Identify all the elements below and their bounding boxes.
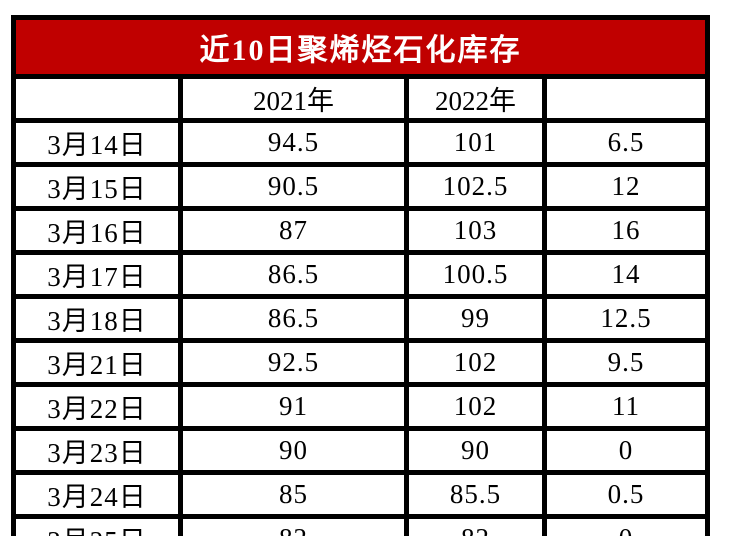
diff-cell: 6.5 — [542, 118, 710, 167]
value-2021-cell: 82 — [178, 514, 409, 536]
header-2021: 2021年 — [178, 74, 409, 123]
diff-cell: 12.5 — [542, 294, 710, 343]
diff-cell: 0 — [542, 514, 710, 536]
value-2021-cell: 90.5 — [178, 162, 409, 211]
table-row: 3月24日 85 85.5 0.5 — [11, 470, 710, 519]
value-2022-cell: 102 — [404, 382, 547, 431]
table-title: 近10日聚烯烃石化库存 — [11, 15, 710, 79]
diff-cell: 16 — [542, 206, 710, 255]
value-2021-cell: 91 — [178, 382, 409, 431]
table-body: 3月14日 94.5 101 6.5 3月15日 90.5 102.5 12 3月16日 87 10… — [11, 118, 710, 536]
date-cell: 3月25日 — [11, 514, 183, 536]
value-2022-cell: 85.5 — [404, 470, 547, 519]
table-row: 3月23日 90 90 0 — [11, 426, 710, 475]
diff-cell: 0.5 — [542, 470, 710, 519]
table-row: 3月25日82820 — [11, 514, 710, 536]
value-2022-cell: 102.5 — [404, 162, 547, 211]
inventory-table: 近10日聚烯烃石化库存 2021年 2022年 3月14日 94.5 101 6.5 3… — [11, 15, 710, 536]
date-cell: 3月18日 — [11, 294, 183, 343]
date-cell: 3月22日 — [11, 382, 183, 431]
value-2022-cell: 101 — [404, 118, 547, 167]
value-2021-cell: 87 — [178, 206, 409, 255]
table-row: 3月15日 90.5 102.5 12 — [11, 162, 710, 211]
table-row: 3月18日 86.5 99 12.5 — [11, 294, 710, 343]
date-cell: 3月23日 — [11, 426, 183, 475]
date-cell: 3月16日 — [11, 206, 183, 255]
value-2021-cell: 85 — [178, 470, 409, 519]
value-2022-cell: 102 — [404, 338, 547, 387]
title-row: 近10日聚烯烃石化库存 — [11, 15, 710, 79]
diff-cell: 0 — [542, 426, 710, 475]
value-2021-cell: 90 — [178, 426, 409, 475]
value-2021-cell: 92.5 — [178, 338, 409, 387]
table-row: 3月16日 87 103 16 — [11, 206, 710, 255]
date-cell: 3月17日 — [11, 250, 183, 299]
header-diff-blank — [542, 74, 710, 123]
value-2022-cell: 100.5 — [404, 250, 547, 299]
header-date-blank — [11, 74, 183, 123]
value-2021-cell: 94.5 — [178, 118, 409, 167]
date-cell: 3月14日 — [11, 118, 183, 167]
date-cell: 3月21日 — [11, 338, 183, 387]
header-row: 2021年 2022年 — [11, 74, 710, 123]
diff-cell: 9.5 — [542, 338, 710, 387]
table-row: 3月22日 91 102 11 — [11, 382, 710, 431]
value-2021-cell: 86.5 — [178, 250, 409, 299]
date-cell: 3月15日 — [11, 162, 183, 211]
table-row: 3月21日 92.5 102 9.5 — [11, 338, 710, 387]
value-2021-cell: 86.5 — [178, 294, 409, 343]
date-cell: 3月24日 — [11, 470, 183, 519]
value-2022-cell: 82 — [404, 514, 547, 536]
value-2022-cell: 90 — [404, 426, 547, 475]
diff-cell: 14 — [542, 250, 710, 299]
header-2022: 2022年 — [404, 74, 547, 123]
diff-cell: 11 — [542, 382, 710, 431]
table-row: 3月17日 86.5 100.5 14 — [11, 250, 710, 299]
value-2022-cell: 103 — [404, 206, 547, 255]
value-2022-cell: 99 — [404, 294, 547, 343]
diff-cell: 12 — [542, 162, 710, 211]
table-row: 3月14日 94.5 101 6.5 — [11, 118, 710, 167]
